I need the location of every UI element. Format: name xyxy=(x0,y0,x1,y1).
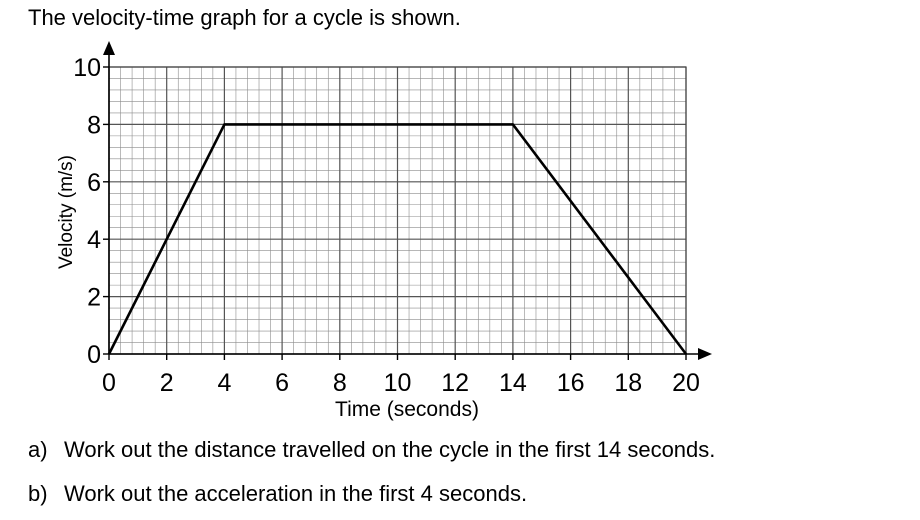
velocity-line xyxy=(107,123,688,355)
axes xyxy=(103,41,712,360)
question-b-letter: b) xyxy=(28,481,48,506)
x-tick-label: 10 xyxy=(384,369,412,397)
major-grid xyxy=(108,66,687,355)
x-tick-label: 0 xyxy=(102,369,116,397)
question-a-text: Work out the distance travelled on the c… xyxy=(64,437,716,462)
x-tick-label: 16 xyxy=(557,369,585,397)
y-tick-label: 2 xyxy=(87,284,101,312)
tick-labels: 0 2 4 6 8 10 12 14 16 18 20 0 2 4 6 8 10 xyxy=(73,54,700,397)
y-tick-label: 8 xyxy=(87,111,101,139)
x-tick-label: 6 xyxy=(275,369,289,397)
x-tick-label: 4 xyxy=(217,369,231,397)
x-axis-label: Time (seconds) xyxy=(335,398,479,421)
intro-text: The velocity-time graph for a cycle is s… xyxy=(28,5,461,30)
x-axis-arrow xyxy=(698,348,712,360)
x-tick-label: 12 xyxy=(441,369,469,397)
question-b-text: Work out the acceleration in the first 4… xyxy=(64,481,528,506)
y-tick-label: 0 xyxy=(87,341,101,369)
y-tick-label: 6 xyxy=(87,169,101,197)
y-axis-label: Velocity (m/s) xyxy=(56,155,77,269)
x-tick-label: 14 xyxy=(499,369,527,397)
x-tick-label: 2 xyxy=(160,369,174,397)
x-tick-label: 20 xyxy=(672,369,700,397)
y-axis-arrow xyxy=(103,41,115,55)
question-b: b) Work out the acceleration in the first… xyxy=(28,481,527,507)
y-tick-label: 10 xyxy=(73,54,101,82)
question-a: a) Work out the distance travelled on the… xyxy=(28,437,715,463)
x-tick-label: 8 xyxy=(333,369,347,397)
x-tick-label: 18 xyxy=(614,369,642,397)
y-tick-label: 4 xyxy=(87,226,101,254)
series-layer xyxy=(107,123,688,355)
question-a-letter: a) xyxy=(28,437,48,462)
